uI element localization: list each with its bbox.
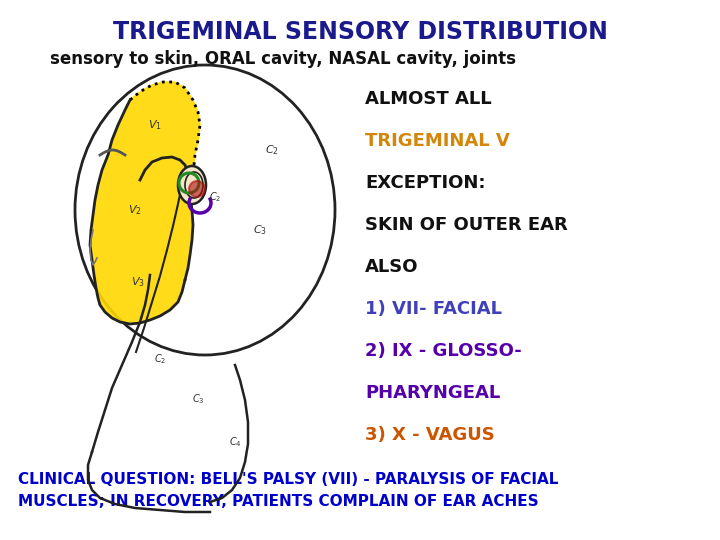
Text: CLINICAL QUESTION: BELL'S PALSY (VII) - PARALYSIS OF FACIAL: CLINICAL QUESTION: BELL'S PALSY (VII) - … <box>18 472 559 487</box>
Text: $C_2$: $C_2$ <box>154 352 166 366</box>
Polygon shape <box>90 82 200 324</box>
Text: sensory to skin, ORAL cavity, NASAL cavity, joints: sensory to skin, ORAL cavity, NASAL cavi… <box>50 50 516 68</box>
Text: EXCEPTION:: EXCEPTION: <box>365 174 485 192</box>
Text: $C_3$: $C_3$ <box>253 223 267 237</box>
Text: $C_4$: $C_4$ <box>229 435 241 449</box>
Text: 2) IX - GLOSSO-: 2) IX - GLOSSO- <box>365 342 522 360</box>
Text: ALSO: ALSO <box>365 258 418 276</box>
Text: PHARYNGEAL: PHARYNGEAL <box>365 384 500 402</box>
Text: 3) X - VAGUS: 3) X - VAGUS <box>365 426 495 444</box>
Text: SKIN OF OUTER EAR: SKIN OF OUTER EAR <box>365 216 568 234</box>
Circle shape <box>189 181 205 197</box>
Text: TRIGEMINAL SENSORY DISTRIBUTION: TRIGEMINAL SENSORY DISTRIBUTION <box>112 20 608 44</box>
Text: $V_3$: $V_3$ <box>131 275 145 289</box>
Text: ALMOST ALL: ALMOST ALL <box>365 90 492 108</box>
Text: $C_2$: $C_2$ <box>209 190 221 204</box>
Text: $V_2$: $V_2$ <box>128 203 142 217</box>
Ellipse shape <box>178 166 206 204</box>
Text: MUSCLES; IN RECOVERY, PATIENTS COMPLAIN OF EAR ACHES: MUSCLES; IN RECOVERY, PATIENTS COMPLAIN … <box>18 494 539 509</box>
Text: 1) VII- FACIAL: 1) VII- FACIAL <box>365 300 502 318</box>
Text: TRIGEMINAL V: TRIGEMINAL V <box>365 132 510 150</box>
Text: $V_1$: $V_1$ <box>148 118 162 132</box>
Text: $C_3$: $C_3$ <box>192 392 204 406</box>
Text: $C_2$: $C_2$ <box>265 143 279 157</box>
